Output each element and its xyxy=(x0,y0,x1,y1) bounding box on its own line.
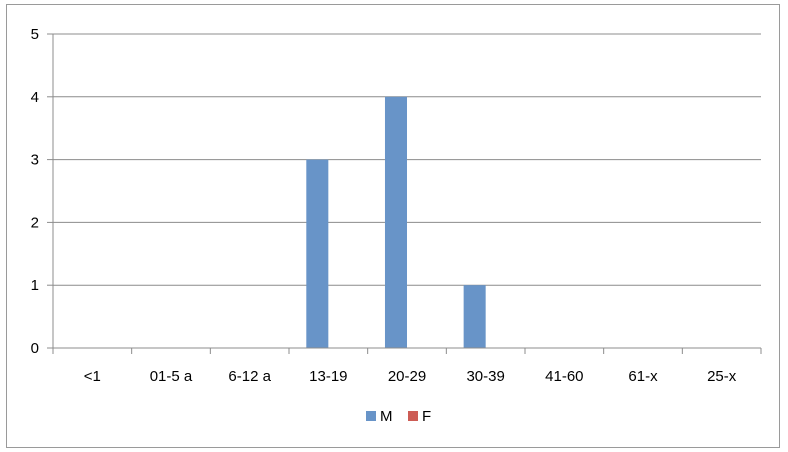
bar-M-30-39 xyxy=(463,285,486,348)
legend-label-F: F xyxy=(422,408,431,425)
legend-swatch-F xyxy=(408,411,418,421)
x-tick-label: 01-5 a xyxy=(150,368,193,385)
y-tick-label: 5 xyxy=(31,26,39,43)
x-tick-label: <1 xyxy=(84,368,101,385)
y-tick-label: 3 xyxy=(31,152,39,169)
x-tick-label: 41-60 xyxy=(545,368,583,385)
bar-M-20-29 xyxy=(384,96,407,348)
bar-M-13-19 xyxy=(306,159,329,348)
y-tick-label: 1 xyxy=(31,277,39,294)
legend-swatch-M xyxy=(366,411,376,421)
x-tick-label: 13-19 xyxy=(309,368,347,385)
x-tick-label: 25-x xyxy=(707,368,737,385)
x-tick-label: 6-12 a xyxy=(228,368,271,385)
x-tick-label: 30-39 xyxy=(466,368,504,385)
bars xyxy=(306,96,486,348)
x-tick-label: 61-x xyxy=(628,368,658,385)
axes xyxy=(52,34,761,349)
y-tick-label: 0 xyxy=(31,340,39,357)
y-tick-label: 2 xyxy=(31,214,39,231)
legend-label-M: M xyxy=(380,408,393,425)
x-axis-ticks: <1 01-5 a 6-12 a 13-19 20-29 30-39 41-60 61-x 25… xyxy=(52,348,762,385)
x-tick-label: 20-29 xyxy=(388,368,426,385)
y-tick-label: 4 xyxy=(31,89,39,106)
y-axis-ticks: 0 1 2 3 4 5 xyxy=(31,26,53,357)
